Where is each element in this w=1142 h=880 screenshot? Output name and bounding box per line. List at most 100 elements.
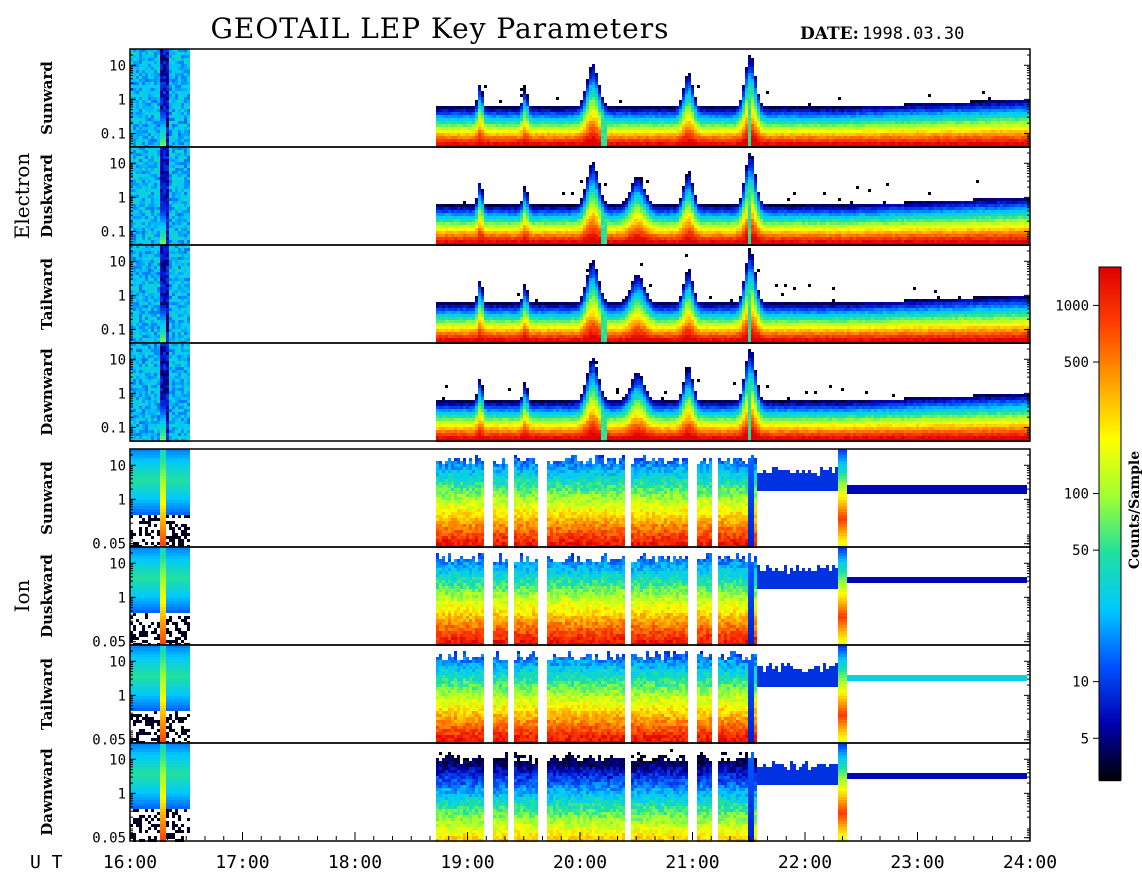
colorbar-segment xyxy=(1099,551,1121,554)
colorbar-segment xyxy=(1099,309,1121,312)
colorbar-segment xyxy=(1099,305,1121,308)
colorbar-segment xyxy=(1099,313,1121,316)
colorbar-segment xyxy=(1099,759,1121,762)
colorbar-segment xyxy=(1099,687,1121,690)
colorbar-segment xyxy=(1099,329,1121,332)
y-tick-label: 10 xyxy=(109,58,126,74)
panel-label: Tailward xyxy=(38,258,56,330)
y-tick-label: 0.05 xyxy=(92,537,126,553)
y-tick-label: 1 xyxy=(118,492,126,508)
colorbar-segment xyxy=(1099,393,1121,396)
colorbar-segment xyxy=(1099,383,1121,386)
colorbar-segment xyxy=(1099,295,1121,298)
colorbar-segment xyxy=(1099,597,1121,600)
colorbar-segment xyxy=(1099,547,1121,550)
colorbar-segment xyxy=(1099,559,1121,562)
colorbar-segment xyxy=(1099,501,1121,504)
colorbar-segment xyxy=(1099,585,1121,588)
colorbar-segment xyxy=(1099,709,1121,712)
colorbar-segment xyxy=(1099,271,1121,274)
colorbar-segment xyxy=(1099,541,1121,544)
colorbar-segment xyxy=(1099,573,1121,576)
ion-duskward-spectrogram xyxy=(130,547,1027,646)
colorbar-segment xyxy=(1099,721,1121,724)
colorbar-segment xyxy=(1099,275,1121,278)
colorbar-segment xyxy=(1099,653,1121,656)
colorbar-segment xyxy=(1099,373,1121,376)
x-tick-label: 23:00 xyxy=(890,852,944,873)
colorbar-segment xyxy=(1099,549,1121,552)
colorbar-segment xyxy=(1099,337,1121,340)
colorbar-segment xyxy=(1099,757,1121,760)
colorbar-segment xyxy=(1099,729,1121,732)
colorbar-segment xyxy=(1099,703,1121,706)
colorbar-segment xyxy=(1099,381,1121,384)
species-group-labels: Electron Ion xyxy=(10,153,34,613)
colorbar-tick-label: 500 xyxy=(1064,355,1089,371)
colorbar-segment xyxy=(1099,421,1121,424)
y-tick-label: 10 xyxy=(109,752,126,768)
colorbar-segment xyxy=(1099,507,1121,510)
colorbar-segment xyxy=(1099,299,1121,302)
colorbar-segment xyxy=(1099,489,1121,492)
y-tick-label: 1 xyxy=(118,590,126,606)
colorbar-segment xyxy=(1099,553,1121,556)
colorbar-tick-label: 5 xyxy=(1081,731,1089,747)
electron-group-label: Electron xyxy=(10,153,34,240)
colorbar-segment xyxy=(1099,445,1121,448)
colorbar-segment xyxy=(1099,297,1121,300)
x-tick-label: 17:00 xyxy=(215,852,269,873)
colorbar-segment xyxy=(1099,733,1121,736)
colorbar-segment xyxy=(1099,705,1121,708)
y-tick-label: 10 xyxy=(109,352,126,368)
colorbar-segment xyxy=(1099,595,1121,598)
colorbar-segment xyxy=(1099,743,1121,746)
colorbar-segment xyxy=(1099,379,1121,382)
colorbar-segment xyxy=(1099,727,1121,730)
colorbar-segment xyxy=(1099,589,1121,592)
colorbar-segment xyxy=(1099,361,1121,364)
colorbar-segment xyxy=(1099,713,1121,716)
y-tick-label: 0.05 xyxy=(92,635,126,651)
colorbar-segment xyxy=(1099,609,1121,612)
colorbar-segment xyxy=(1099,407,1121,410)
y-tick-label: 0.1 xyxy=(101,322,126,338)
colorbar-segment xyxy=(1099,441,1121,444)
colorbar-segment xyxy=(1099,457,1121,460)
colorbar-segment xyxy=(1099,323,1121,326)
panel-label: Duskward xyxy=(38,554,56,638)
colorbar-segment xyxy=(1099,395,1121,398)
colorbar-segment xyxy=(1099,543,1121,546)
plot-title: GEOTAIL LEP Key Parameters xyxy=(211,12,670,45)
y-tick-label: 10 xyxy=(109,254,126,270)
colorbar-segment xyxy=(1099,679,1121,682)
colorbar-segment xyxy=(1099,763,1121,766)
x-axis-label: U T xyxy=(30,852,63,873)
x-tick-label: 22:00 xyxy=(778,852,832,873)
colorbar-segment xyxy=(1099,565,1121,568)
y-tick-label: 10 xyxy=(109,654,126,670)
y-tick-label: 10 xyxy=(109,556,126,572)
colorbar-segment xyxy=(1099,349,1121,352)
colorbar-segment xyxy=(1099,631,1121,634)
colorbar-segment xyxy=(1099,449,1121,452)
colorbar-segment xyxy=(1099,405,1121,408)
colorbar-segment xyxy=(1099,315,1121,318)
colorbar-segment xyxy=(1099,367,1121,370)
colorbar-segment xyxy=(1099,515,1121,518)
colorbar-segment xyxy=(1099,711,1121,714)
colorbar-segment xyxy=(1099,577,1121,580)
colorbar-segment xyxy=(1099,403,1121,406)
y-tick-label: 1 xyxy=(118,688,126,704)
colorbar-segment xyxy=(1099,497,1121,500)
colorbar-segment xyxy=(1099,563,1121,566)
colorbar-segment xyxy=(1099,599,1121,602)
colorbar-segment xyxy=(1099,683,1121,686)
colorbar-segment xyxy=(1099,269,1121,272)
colorbar-segment xyxy=(1099,473,1121,476)
colorbar-segment xyxy=(1099,415,1121,418)
colorbar-segment xyxy=(1099,431,1121,434)
colorbar-segment xyxy=(1099,301,1121,304)
colorbar-segment xyxy=(1099,517,1121,520)
colorbar-segment xyxy=(1099,527,1121,530)
